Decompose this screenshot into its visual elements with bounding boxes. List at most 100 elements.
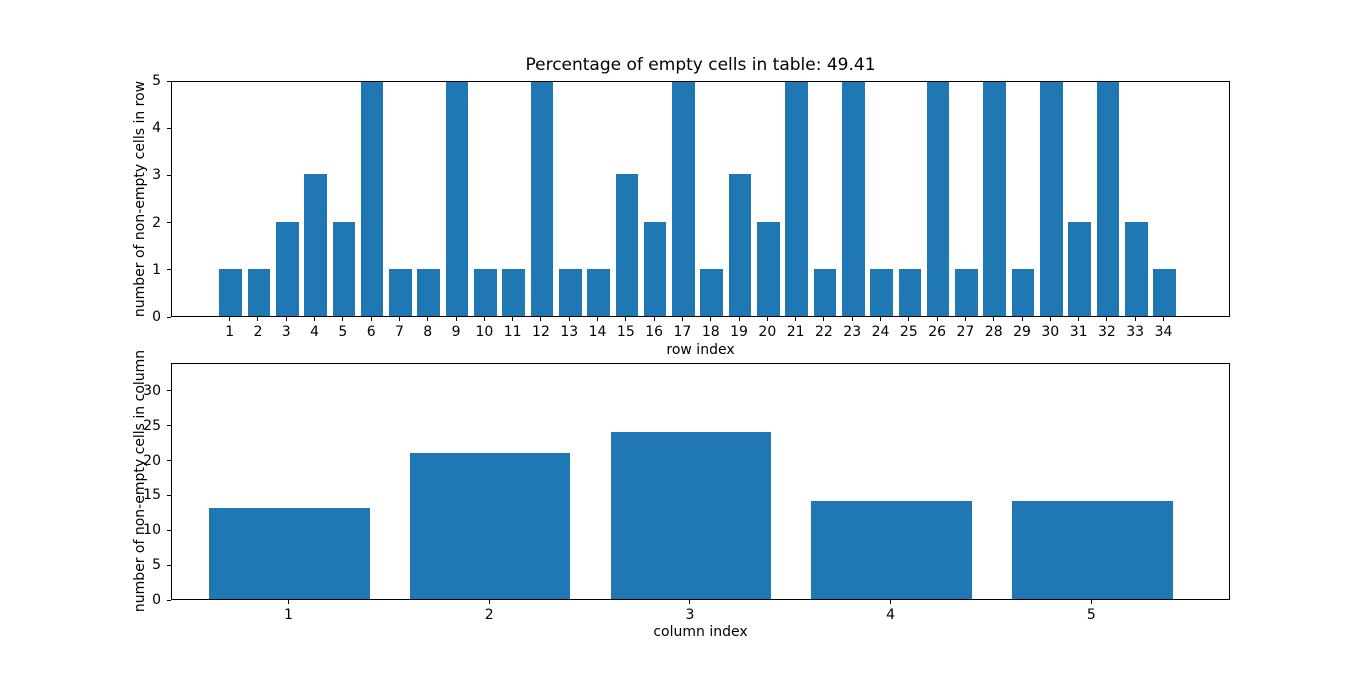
row-chart-x-tick-label: 6 — [366, 324, 376, 340]
column-chart-y-tick-label: 15 — [143, 487, 161, 504]
chart-title: Percentage of empty cells in table: 49.4… — [525, 55, 876, 75]
row-chart-bar — [870, 268, 893, 316]
row-chart-bar — [502, 268, 525, 316]
column-chart-y-tick-label: 0 — [152, 592, 161, 608]
row-chart-x-tick-mark — [1106, 317, 1108, 321]
row-chart-bar — [898, 268, 922, 316]
row-chart-plot-area — [171, 81, 1230, 317]
row-chart-x-tick-label: 4 — [310, 324, 320, 340]
row-chart-x-tick-mark — [1078, 317, 1080, 321]
row-chart-x-tick-label: 9 — [451, 324, 461, 340]
row-chart-bar — [530, 82, 554, 316]
row-chart-x-tick-label: 28 — [984, 324, 1003, 340]
column-chart-y-tick-mark — [167, 599, 171, 601]
row-chart-x-tick-label: 30 — [1041, 324, 1060, 340]
row-chart-bar — [275, 221, 299, 316]
row-chart-bar — [1124, 221, 1148, 316]
row-chart-y-tick-label: 4 — [152, 120, 161, 137]
row-chart-x-tick-mark — [653, 317, 655, 321]
row-chart-x-tick-label: 26 — [928, 324, 947, 340]
row-chart-bar — [757, 221, 780, 316]
row-chart-x-tick-mark — [681, 317, 683, 321]
row-chart-x-tick-mark — [795, 317, 797, 321]
row-chart-x-tick-mark — [427, 317, 429, 321]
row-chart-bar — [926, 82, 950, 316]
row-chart-x-tick-label: 1 — [225, 324, 235, 340]
row-chart-x-tick-mark — [455, 317, 457, 321]
column-chart-bar — [409, 452, 571, 599]
row-chart-x-tick-mark — [880, 317, 882, 321]
row-chart-bar — [360, 82, 384, 316]
row-chart-x-tick-mark — [993, 317, 995, 321]
row-chart-x-tick-mark — [285, 317, 287, 321]
row-chart-x-tick-mark — [1163, 317, 1164, 321]
column-chart-bar — [610, 431, 772, 599]
row-chart-x-tick-mark — [964, 317, 966, 321]
row-chart-x-tick-mark — [625, 317, 627, 321]
row-chart-bar — [615, 174, 639, 316]
row-chart-x-tick-label: 31 — [1069, 324, 1088, 340]
row-chart-bar — [587, 268, 610, 316]
row-chart-x-tick-mark — [936, 317, 938, 321]
row-chart-x-tick-label: 14 — [588, 324, 607, 340]
column-chart-y-tick-mark — [167, 425, 171, 427]
column-chart-x-tick-mark — [689, 600, 691, 604]
row-chart-x-tick-label: 13 — [560, 324, 579, 340]
column-chart-y-tick-mark — [167, 564, 171, 566]
row-chart-bar — [474, 268, 497, 316]
row-chart-y-tick-mark — [167, 269, 171, 271]
row-chart-bar — [643, 221, 667, 316]
row-chart-bar — [700, 268, 724, 316]
row-chart-x-tick-mark — [257, 317, 259, 321]
row-chart-x-tick-mark — [710, 317, 712, 321]
row-chart-x-tick-mark — [483, 317, 485, 321]
row-chart-x-tick-mark — [766, 317, 768, 321]
column-chart-y-tick-mark — [167, 390, 171, 392]
row-chart-bar — [955, 268, 978, 316]
row-chart-y-tick-mark — [167, 222, 171, 224]
column-chart-x-tick-label: 5 — [1086, 607, 1096, 623]
row-chart-bar — [1068, 221, 1091, 316]
row-chart-x-tick-label: 11 — [503, 324, 522, 340]
row-chart-x-tick-mark — [908, 317, 910, 321]
row-chart-x-tick-mark — [512, 317, 514, 321]
column-chart-plot-area — [171, 363, 1230, 600]
row-chart-x-tick-label: 24 — [871, 324, 890, 340]
column-chart-x-tick-label: 1 — [284, 607, 293, 623]
row-chart-bar — [841, 82, 865, 316]
row-chart-bar — [247, 268, 271, 316]
column-chart-yaxis-label: number of non-empty cells in column — [132, 349, 148, 613]
row-chart-x-tick-mark — [370, 317, 372, 321]
row-chart-x-tick-label: 19 — [730, 324, 748, 340]
row-chart-bar — [332, 221, 356, 316]
row-chart-x-tick-label: 25 — [899, 324, 918, 340]
column-chart-bar — [1012, 501, 1173, 599]
row-chart-y-tick-mark — [167, 316, 171, 318]
column-chart-bar — [811, 501, 972, 599]
column-chart-y-tick-label: 10 — [143, 522, 161, 539]
row-chart-x-tick-label: 18 — [701, 324, 720, 340]
row-chart-x-tick-label: 22 — [815, 324, 833, 340]
column-chart-y-tick-mark — [167, 494, 171, 496]
row-chart-bar — [672, 82, 695, 316]
row-chart-x-tick-label: 34 — [1154, 324, 1173, 340]
column-chart-bar — [209, 508, 370, 599]
row-chart-bar — [728, 174, 752, 316]
row-chart-x-tick-label: 29 — [1013, 324, 1031, 340]
row-chart-x-tick-mark — [597, 317, 599, 321]
row-chart-x-tick-label: 15 — [616, 324, 635, 340]
column-chart-y-tick-label: 25 — [143, 417, 161, 434]
row-chart-x-tick-label: 27 — [956, 324, 975, 340]
row-chart-y-tick-mark — [167, 127, 171, 129]
row-chart-x-tick-label: 17 — [673, 324, 692, 340]
row-chart-y-tick-mark — [167, 174, 171, 176]
row-chart-y-tick-label: 0 — [152, 309, 161, 325]
column-chart-x-tick-label: 4 — [886, 607, 896, 623]
row-chart-y-tick-label: 5 — [152, 73, 161, 89]
column-chart-y-tick-label: 5 — [152, 557, 161, 574]
row-chart-x-tick-label: 33 — [1126, 324, 1145, 340]
row-chart-x-tick-mark — [1134, 317, 1136, 321]
row-chart-y-tick-mark — [167, 80, 171, 82]
column-chart-x-tick-mark — [488, 600, 490, 604]
row-chart-x-tick-label: 23 — [843, 324, 862, 340]
